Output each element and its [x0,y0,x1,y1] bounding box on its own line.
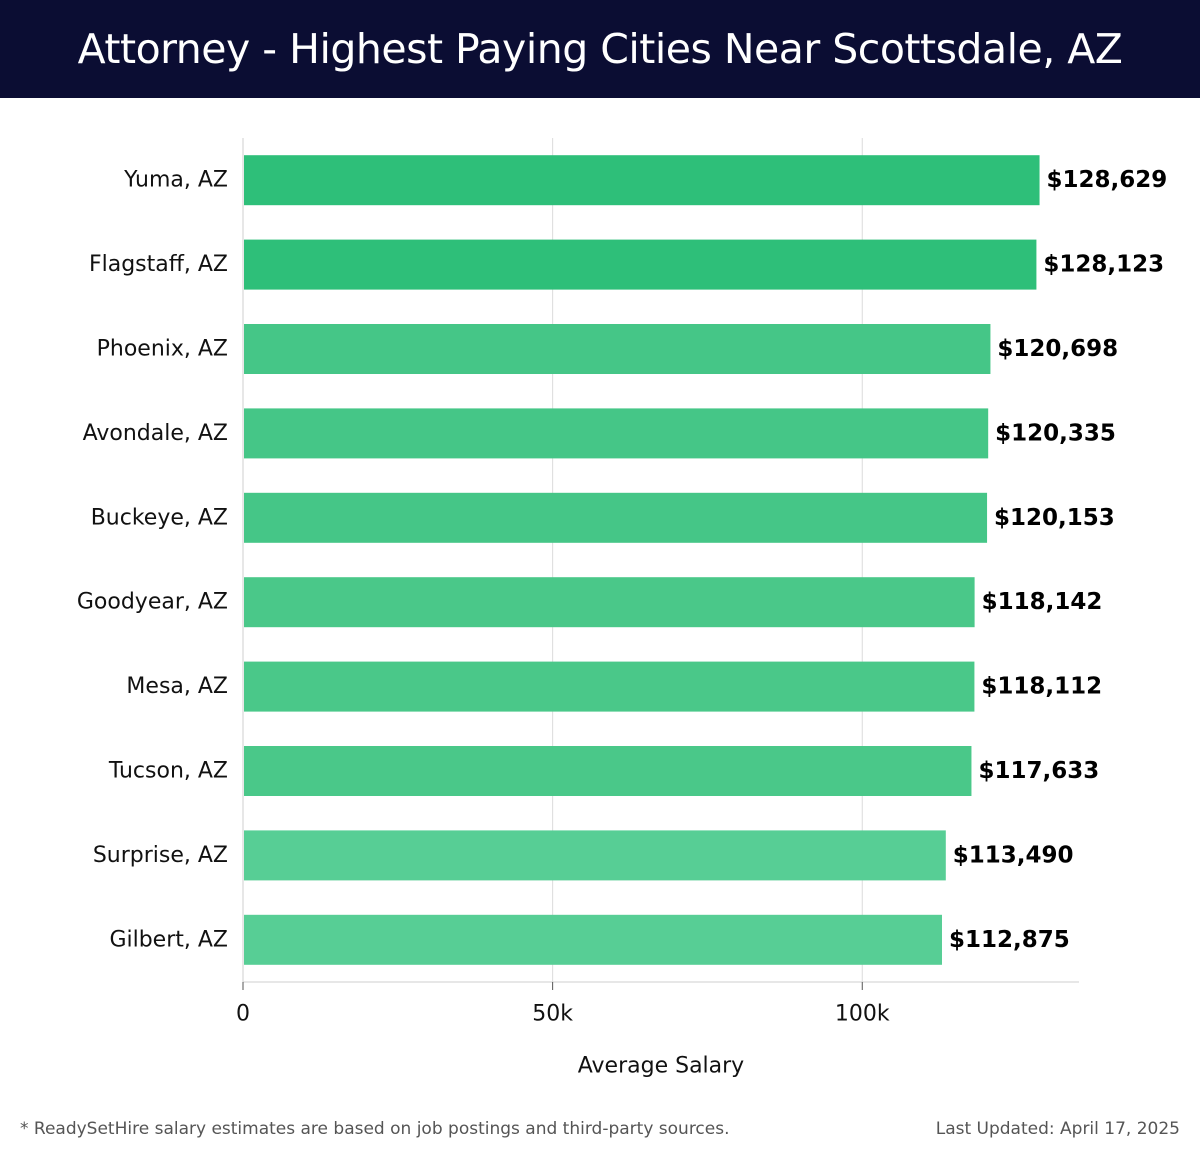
value-label-9: $112,875 [949,927,1070,953]
category-label-2: Phoenix, AZ [97,337,228,362]
category-label-8: Surprise, AZ [93,843,228,868]
value-label-6: $118,112 [981,674,1102,700]
category-label-6: Mesa, AZ [126,674,228,699]
value-label-3: $120,335 [995,420,1116,446]
header-banner: Attorney - Highest Paying Cities Near Sc… [0,0,1200,98]
category-label-7: Tucson, AZ [108,759,228,784]
value-label-2: $120,698 [997,336,1118,362]
bar-5 [244,577,975,628]
footnote: * ReadySetHire salary estimates are base… [20,1119,730,1139]
x-axis-title: Average Salary [578,1054,744,1079]
last-updated: Last Updated: April 17, 2025 [935,1119,1180,1139]
bar-6 [244,661,975,712]
x-tick-label-2: 100k [835,1002,890,1027]
bar-3 [244,408,989,459]
category-label-0: Yuma, AZ [123,168,228,193]
bar-0 [244,155,1040,206]
category-label-9: Gilbert, AZ [109,927,228,952]
bar-9 [244,914,942,965]
x-tick-label-0: 0 [236,1002,250,1027]
category-label-4: Buckeye, AZ [91,505,228,530]
value-label-0: $128,629 [1047,167,1168,193]
category-label-5: Goodyear, AZ [77,590,228,615]
category-label-3: Avondale, AZ [83,421,228,446]
bar-2 [244,324,991,374]
x-tick-label-1: 50k [532,1002,573,1027]
bar-8 [244,830,946,881]
page-title: Attorney - Highest Paying Cities Near Sc… [77,25,1123,73]
value-label-1: $128,123 [1043,252,1164,278]
value-label-5: $118,142 [982,589,1103,615]
bar-1 [244,239,1037,290]
value-label-4: $120,153 [994,505,1115,531]
category-label-1: Flagstaff, AZ [89,252,228,277]
bar-7 [244,746,972,796]
value-label-7: $117,633 [978,758,1099,784]
value-label-8: $113,490 [953,842,1074,868]
bar-4 [244,492,988,543]
